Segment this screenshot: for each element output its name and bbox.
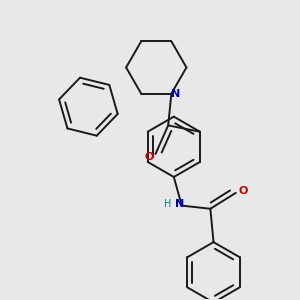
Text: H: H: [164, 199, 171, 209]
Text: N: N: [171, 88, 180, 99]
Text: N: N: [175, 199, 184, 209]
Text: O: O: [144, 152, 154, 162]
Text: O: O: [238, 186, 248, 196]
